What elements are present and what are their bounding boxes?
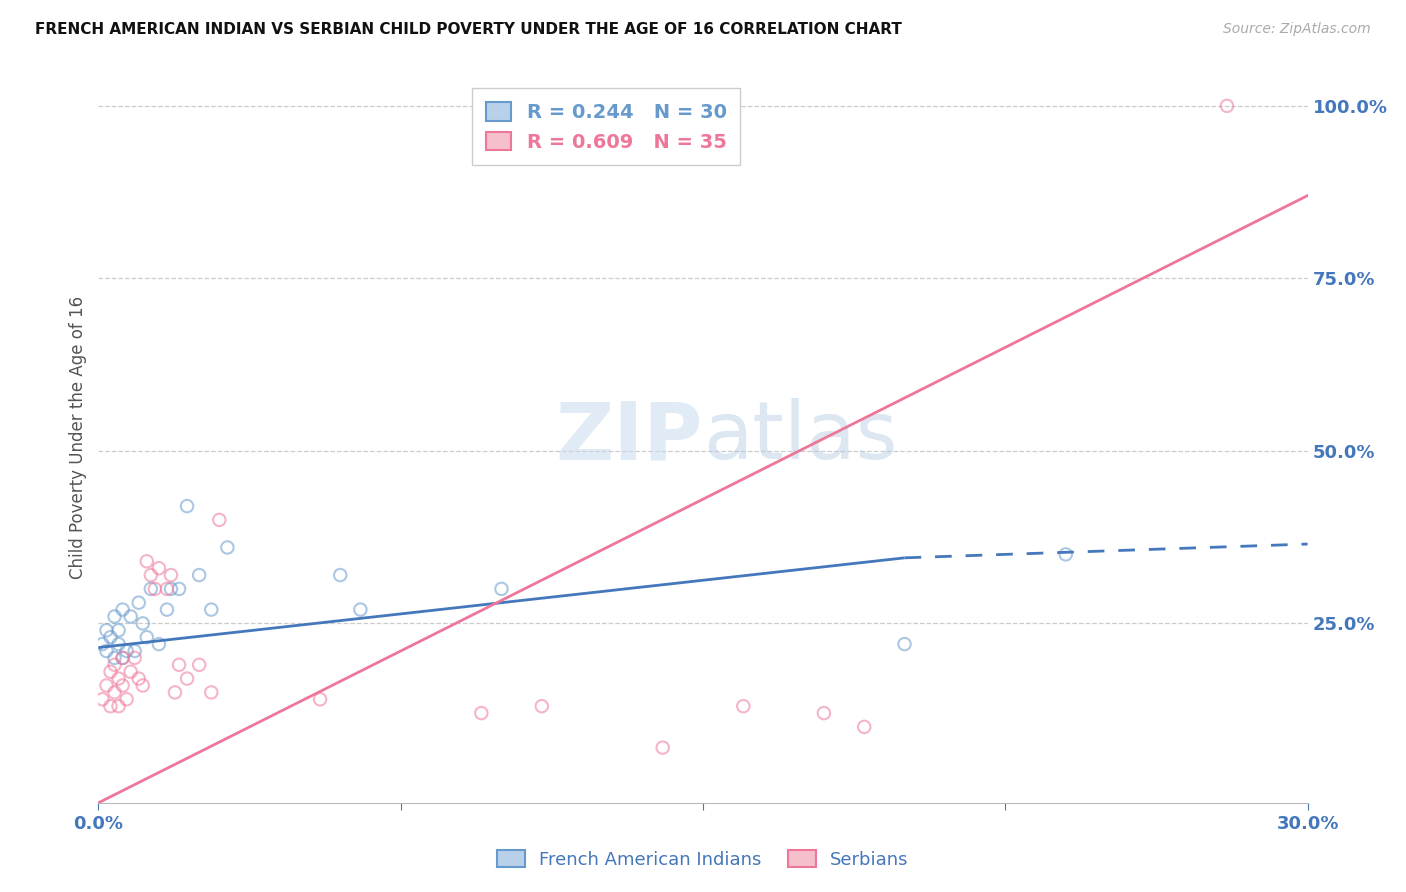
Point <box>115 692 138 706</box>
Point <box>107 637 129 651</box>
Point <box>96 624 118 638</box>
Point <box>124 651 146 665</box>
Point <box>103 685 125 699</box>
Point <box>111 678 134 692</box>
Point <box>813 706 835 720</box>
Point <box>160 568 183 582</box>
Point <box>733 699 755 714</box>
Point <box>156 602 179 616</box>
Point <box>470 706 492 720</box>
Point <box>128 596 150 610</box>
Point <box>139 582 162 596</box>
Point <box>893 637 915 651</box>
Point <box>91 692 114 706</box>
Point <box>160 582 183 596</box>
Point <box>111 602 134 616</box>
Text: ZIP: ZIP <box>555 398 703 476</box>
Text: FRENCH AMERICAN INDIAN VS SERBIAN CHILD POVERTY UNDER THE AGE OF 16 CORRELATION : FRENCH AMERICAN INDIAN VS SERBIAN CHILD … <box>35 22 903 37</box>
Point <box>853 720 876 734</box>
Point <box>135 554 157 568</box>
Point <box>329 568 352 582</box>
Point <box>100 665 122 679</box>
Point <box>188 657 211 672</box>
Point <box>148 561 170 575</box>
Point <box>91 637 114 651</box>
Legend: R = 0.244   N = 30, R = 0.609   N = 35: R = 0.244 N = 30, R = 0.609 N = 35 <box>472 88 741 165</box>
Point <box>176 499 198 513</box>
Point <box>124 644 146 658</box>
Point <box>103 657 125 672</box>
Point <box>188 568 211 582</box>
Point <box>200 685 222 699</box>
Point <box>107 624 129 638</box>
Point <box>167 582 190 596</box>
Point <box>651 740 673 755</box>
Point <box>120 665 142 679</box>
Point <box>132 616 155 631</box>
Point <box>530 699 553 714</box>
Point <box>309 692 332 706</box>
Point <box>111 651 134 665</box>
Point <box>107 699 129 714</box>
Text: atlas: atlas <box>703 398 897 476</box>
Point <box>200 602 222 616</box>
Point <box>1216 99 1239 113</box>
Point <box>96 644 118 658</box>
Point <box>208 513 231 527</box>
Point <box>100 630 122 644</box>
Point <box>143 582 166 596</box>
Point <box>491 582 513 596</box>
Point <box>135 630 157 644</box>
Point <box>115 644 138 658</box>
Point <box>120 609 142 624</box>
Point <box>176 672 198 686</box>
Point <box>156 582 179 596</box>
Point <box>100 699 122 714</box>
Point <box>167 657 190 672</box>
Point <box>103 609 125 624</box>
Point <box>349 602 371 616</box>
Point <box>107 672 129 686</box>
Point <box>163 685 186 699</box>
Text: Source: ZipAtlas.com: Source: ZipAtlas.com <box>1223 22 1371 37</box>
Y-axis label: Child Poverty Under the Age of 16: Child Poverty Under the Age of 16 <box>69 295 87 579</box>
Point <box>96 678 118 692</box>
Point <box>148 637 170 651</box>
Point <box>103 651 125 665</box>
Point <box>111 651 134 665</box>
Point <box>217 541 239 555</box>
Legend: French American Indians, Serbians: French American Indians, Serbians <box>491 843 915 876</box>
Point <box>132 678 155 692</box>
Point <box>128 672 150 686</box>
Point <box>139 568 162 582</box>
Point <box>1054 548 1077 562</box>
